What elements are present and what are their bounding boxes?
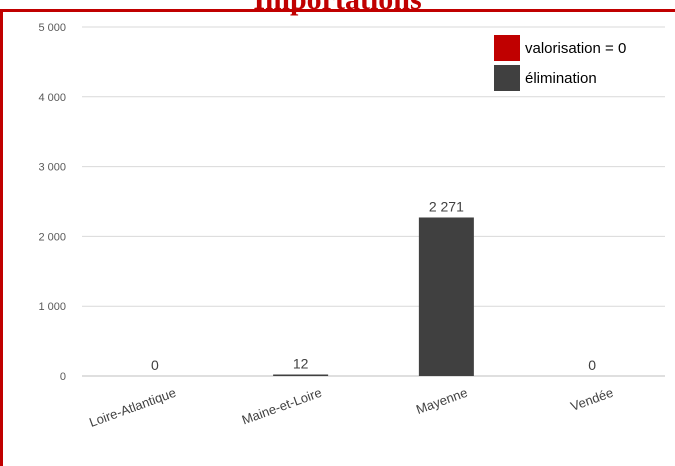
x-category-label: Loire-Atlantique: [87, 385, 178, 430]
bar-elimination: [273, 374, 329, 376]
y-tick-label: 2 000: [38, 231, 66, 243]
frame-top-border: [0, 9, 675, 12]
data-label: 0: [588, 357, 596, 373]
x-category-label: Vendée: [569, 385, 616, 414]
data-label: 0: [151, 357, 159, 373]
y-tick-label: 0: [60, 371, 66, 383]
legend: valorisation = 0 élimination: [494, 35, 626, 91]
data-label: 2 271: [429, 198, 464, 214]
bars: [273, 217, 474, 376]
legend-swatch: [494, 35, 520, 61]
x-category-label: Maine-et-Loire: [240, 385, 324, 428]
data-labels: 0 12 2 271 0: [151, 198, 596, 373]
y-axis-ticks: 0 1 000 2 000 3 000 4 000 5 000: [38, 22, 66, 383]
y-tick-label: 5 000: [38, 22, 66, 34]
legend-label: élimination: [525, 70, 597, 87]
legend-swatch: [494, 65, 520, 91]
chart-title: Importations: [0, 0, 675, 15]
y-tick-label: 1 000: [38, 301, 66, 313]
x-axis-categories: Loire-Atlantique Maine-et-Loire Mayenne Ven…: [87, 385, 615, 430]
gridlines: [82, 26, 665, 377]
legend-label: valorisation = 0: [525, 40, 626, 57]
y-tick-label: 3 000: [38, 162, 66, 174]
y-tick-label: 4 000: [38, 92, 66, 104]
data-label: 12: [293, 356, 309, 372]
bar-elimination: [418, 217, 474, 376]
x-category-label: Mayenne: [414, 385, 469, 417]
frame-left-border: [0, 9, 3, 466]
